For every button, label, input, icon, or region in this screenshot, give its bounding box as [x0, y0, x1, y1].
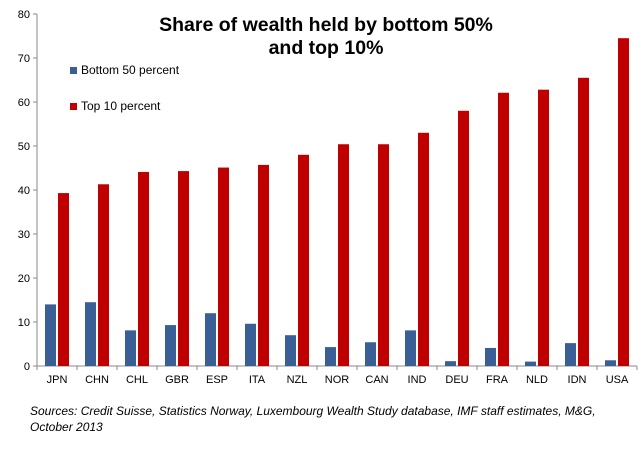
bar-top10-esp — [218, 167, 229, 366]
bar-top10-chn — [98, 184, 109, 366]
x-tick-label-nor: NOR — [325, 374, 350, 386]
x-tick-label-fra: FRA — [486, 374, 509, 386]
bar-bottom50-chl — [125, 330, 136, 366]
bar-bottom50-usa — [605, 360, 616, 366]
bar-bottom50-idn — [565, 343, 576, 366]
x-tick-label-can: CAN — [365, 374, 388, 386]
x-tick-label-chn: CHN — [85, 374, 109, 386]
bar-top10-nld — [538, 89, 549, 367]
bar-bottom50-jpn — [45, 304, 56, 366]
bar-top10-nzl — [298, 154, 309, 366]
chart-title-line-1: Share of wealth held by bottom 50% — [159, 14, 493, 36]
bar-bottom50-nzl — [285, 335, 296, 366]
bar-top10-chl — [138, 171, 149, 366]
bar-top10-ind — [418, 132, 429, 366]
bar-bottom50-nld — [525, 361, 536, 366]
y-tick-label: 50 — [18, 141, 30, 153]
y-tick-label: 60 — [18, 97, 30, 109]
bar-top10-ita — [258, 164, 269, 366]
bar-bottom50-nor — [325, 347, 336, 366]
legend-label-bottom50: Bottom 50 percent — [81, 63, 180, 77]
y-tick-label: 20 — [18, 273, 30, 285]
source-note: Sources: Credit Suisse, Statistics Norwa… — [30, 404, 596, 434]
x-tick-label-esp: ESP — [206, 374, 228, 386]
axes — [33, 13, 638, 370]
bars — [45, 38, 629, 367]
y-tick-label: 30 — [18, 229, 30, 241]
x-tick-label-deu: DEU — [445, 374, 468, 386]
y-tick-label: 80 — [18, 9, 30, 21]
x-tick-label-usa: USA — [606, 374, 629, 386]
y-tick-label: 40 — [18, 185, 30, 197]
x-tick-label-chl: CHL — [126, 374, 148, 386]
y-tick-label: 0 — [24, 361, 30, 373]
legend-label-top10: Top 10 percent — [81, 99, 161, 113]
legend-swatch-top10 — [70, 103, 77, 110]
bar-bottom50-esp — [205, 313, 216, 366]
legend: Bottom 50 percent Top 10 percent — [70, 63, 180, 113]
bar-bottom50-deu — [445, 361, 456, 366]
bar-bottom50-ita — [245, 323, 256, 366]
bar-top10-usa — [618, 38, 629, 366]
y-tick-label: 70 — [18, 53, 30, 65]
x-tick-label-idn: IDN — [568, 374, 587, 386]
legend-swatch-bottom50 — [70, 67, 77, 74]
bar-top10-fra — [498, 92, 509, 366]
chart-title-line-2: and top 10% — [269, 37, 384, 59]
bar-bottom50-ind — [405, 330, 416, 366]
bar-bottom50-gbr — [165, 325, 176, 366]
bar-top10-jpn — [58, 193, 69, 366]
bar-bottom50-chn — [85, 302, 96, 366]
x-tick-labels: JPN CHN CHL GBR ESP ITA NZL NOR CAN IND DEU FRA NLD I… — [47, 374, 629, 386]
x-tick-label-ita: ITA — [249, 374, 266, 386]
bar-top10-gbr — [178, 171, 189, 366]
x-tick-label-ind: IND — [408, 374, 427, 386]
x-tick-label-nld: NLD — [526, 374, 548, 386]
x-tick-label-jpn: JPN — [47, 374, 68, 386]
bar-top10-deu — [458, 110, 469, 366]
bar-bottom50-can — [365, 342, 376, 366]
bar-top10-idn — [578, 77, 589, 367]
bar-top10-nor — [338, 144, 349, 366]
bar-bottom50-fra — [485, 347, 496, 366]
y-tick-label: 10 — [18, 317, 30, 329]
bar-top10-can — [378, 144, 389, 366]
y-tick-labels: 0 10 20 30 40 50 60 70 80 — [18, 9, 30, 373]
x-tick-label-gbr: GBR — [165, 374, 189, 386]
x-tick-label-nzl: NZL — [287, 374, 308, 386]
